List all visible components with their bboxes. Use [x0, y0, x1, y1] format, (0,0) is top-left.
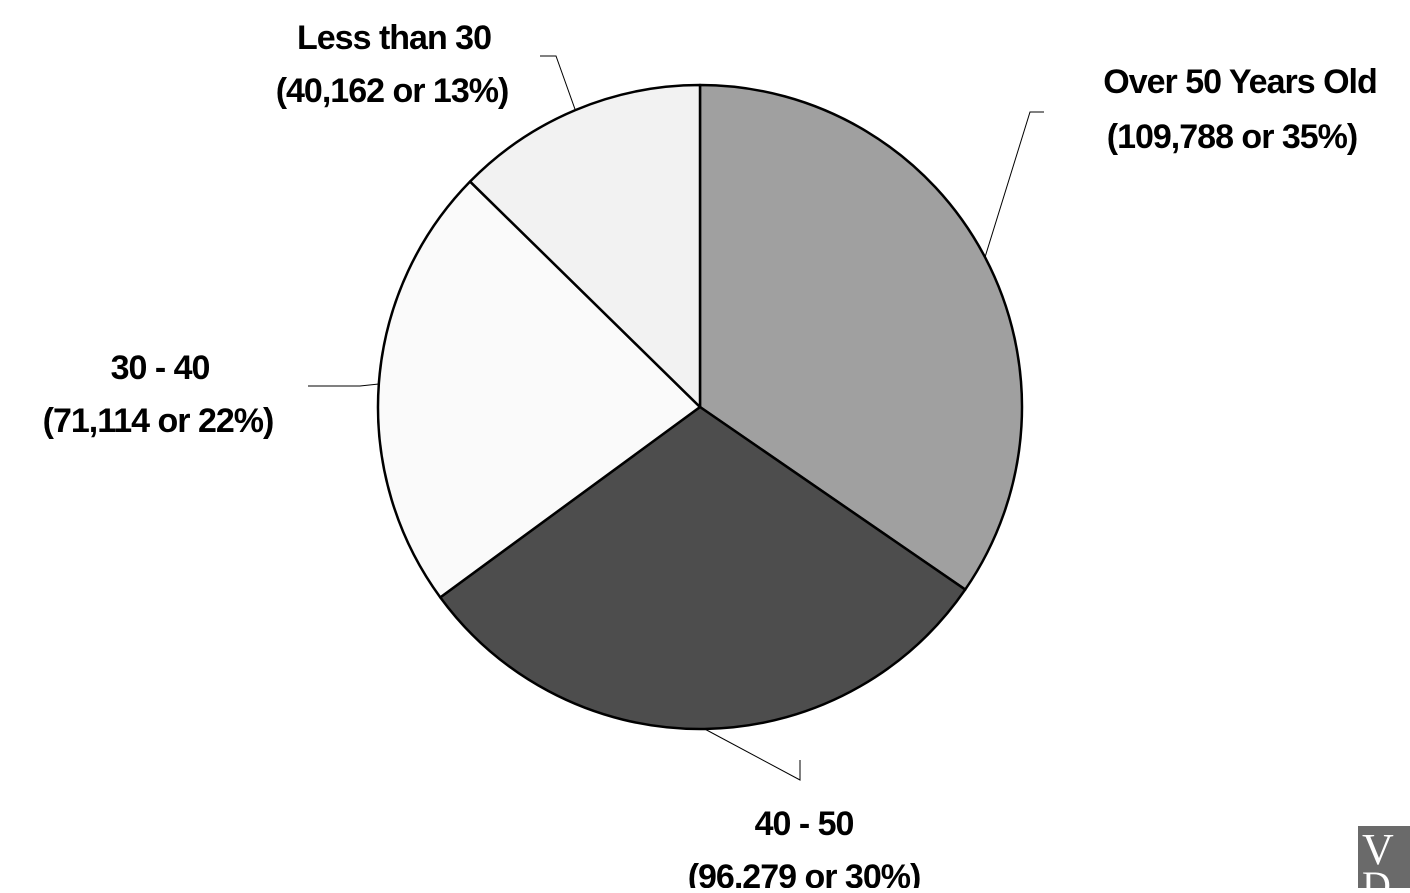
leader-line [984, 111, 1044, 258]
slice-value-label: (71,114 or 22%) [43, 402, 274, 440]
leader-line [704, 728, 801, 781]
slice-label: Less than 30 [297, 19, 491, 57]
slice-value-label: (96,279 or 30%) [688, 858, 921, 888]
slices-group [376, 83, 1024, 731]
logo-mark: V D [1358, 826, 1410, 888]
labels-group: Over 50 Years Old (109,788 or 35%) 40 - 50… [43, 19, 1378, 893]
pie-slice-less-than-30 [468, 83, 702, 409]
slice-label: 30 - 40 [111, 349, 210, 387]
logo-glyph-bottom: D [1362, 863, 1391, 889]
slice-label: Over 50 Years Old [1103, 63, 1376, 101]
slice-value-label: (109,788 or 35%) [1107, 118, 1358, 156]
slice-value-label: (40,162 or 13%) [276, 72, 509, 110]
pie-slice-30-40 [376, 180, 702, 599]
slice-label: 40 - 50 [755, 805, 854, 843]
leader-line [308, 383, 379, 387]
pie-slice-over-50-years-old [698, 83, 1024, 591]
leader-line [540, 55, 576, 111]
leader-lines-group [308, 55, 1044, 781]
logo-glyph-top: V [1362, 826, 1394, 874]
